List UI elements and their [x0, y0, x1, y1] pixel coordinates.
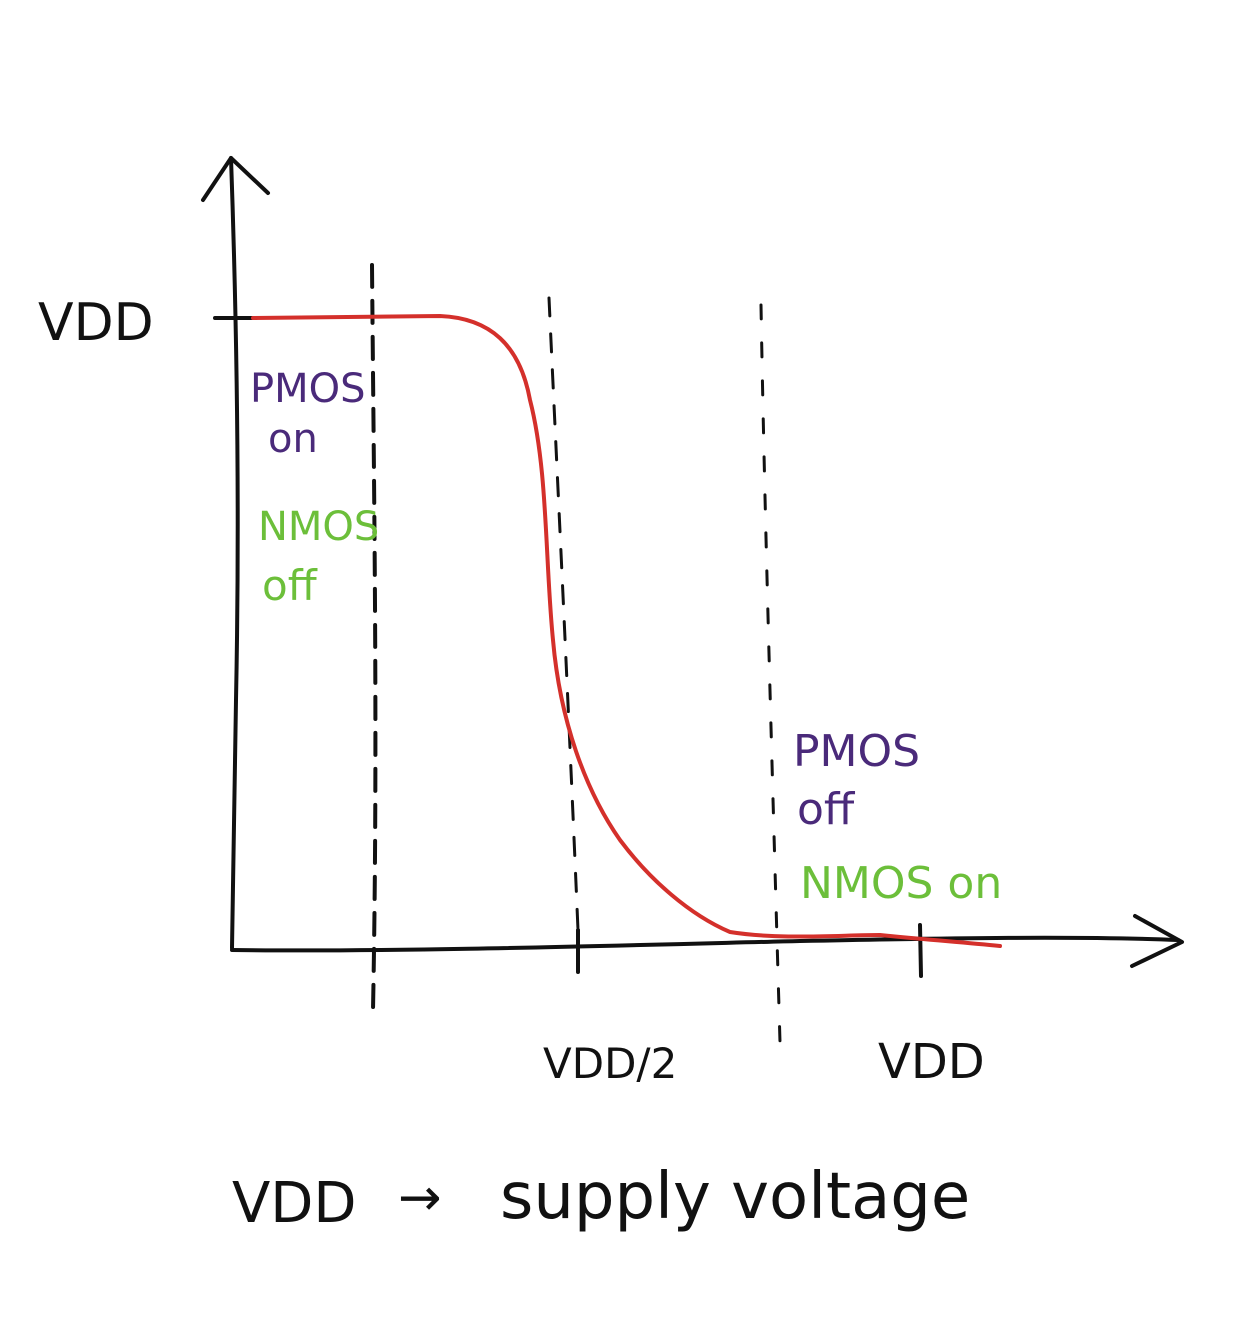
left-pmos-label: PMOS	[250, 366, 366, 412]
left-nmos-state: off	[262, 561, 318, 610]
left-region-annotation: PMOS on NMOS off	[250, 366, 379, 610]
right-pmos-state: off	[797, 784, 856, 835]
y-axis	[201, 156, 270, 950]
caption: VDD → supply voltage	[232, 1160, 970, 1236]
caption-definition: supply voltage	[500, 1160, 970, 1234]
x-axis	[230, 914, 1184, 978]
caption-term: VDD	[232, 1171, 357, 1236]
caption-arrow: →	[398, 1168, 442, 1228]
right-nmos-label: NMOS on	[800, 858, 1002, 909]
boundary-line-2	[547, 296, 580, 932]
x-axis-vdd-half-label: VDD/2	[543, 1039, 677, 1088]
left-pmos-state: on	[268, 416, 318, 462]
right-pmos-label: PMOS	[793, 726, 920, 777]
boundary-line-3	[759, 303, 782, 1044]
boundary-line-1	[370, 263, 378, 1012]
right-region-annotation: PMOS off NMOS on	[793, 726, 1002, 909]
y-axis-vdd-label: VDD	[38, 293, 154, 353]
x-axis-vdd-label: VDD	[878, 1034, 985, 1090]
region-boundaries	[370, 263, 782, 1044]
transfer-curve	[251, 313, 1002, 948]
left-nmos-label: NMOS	[258, 504, 379, 550]
